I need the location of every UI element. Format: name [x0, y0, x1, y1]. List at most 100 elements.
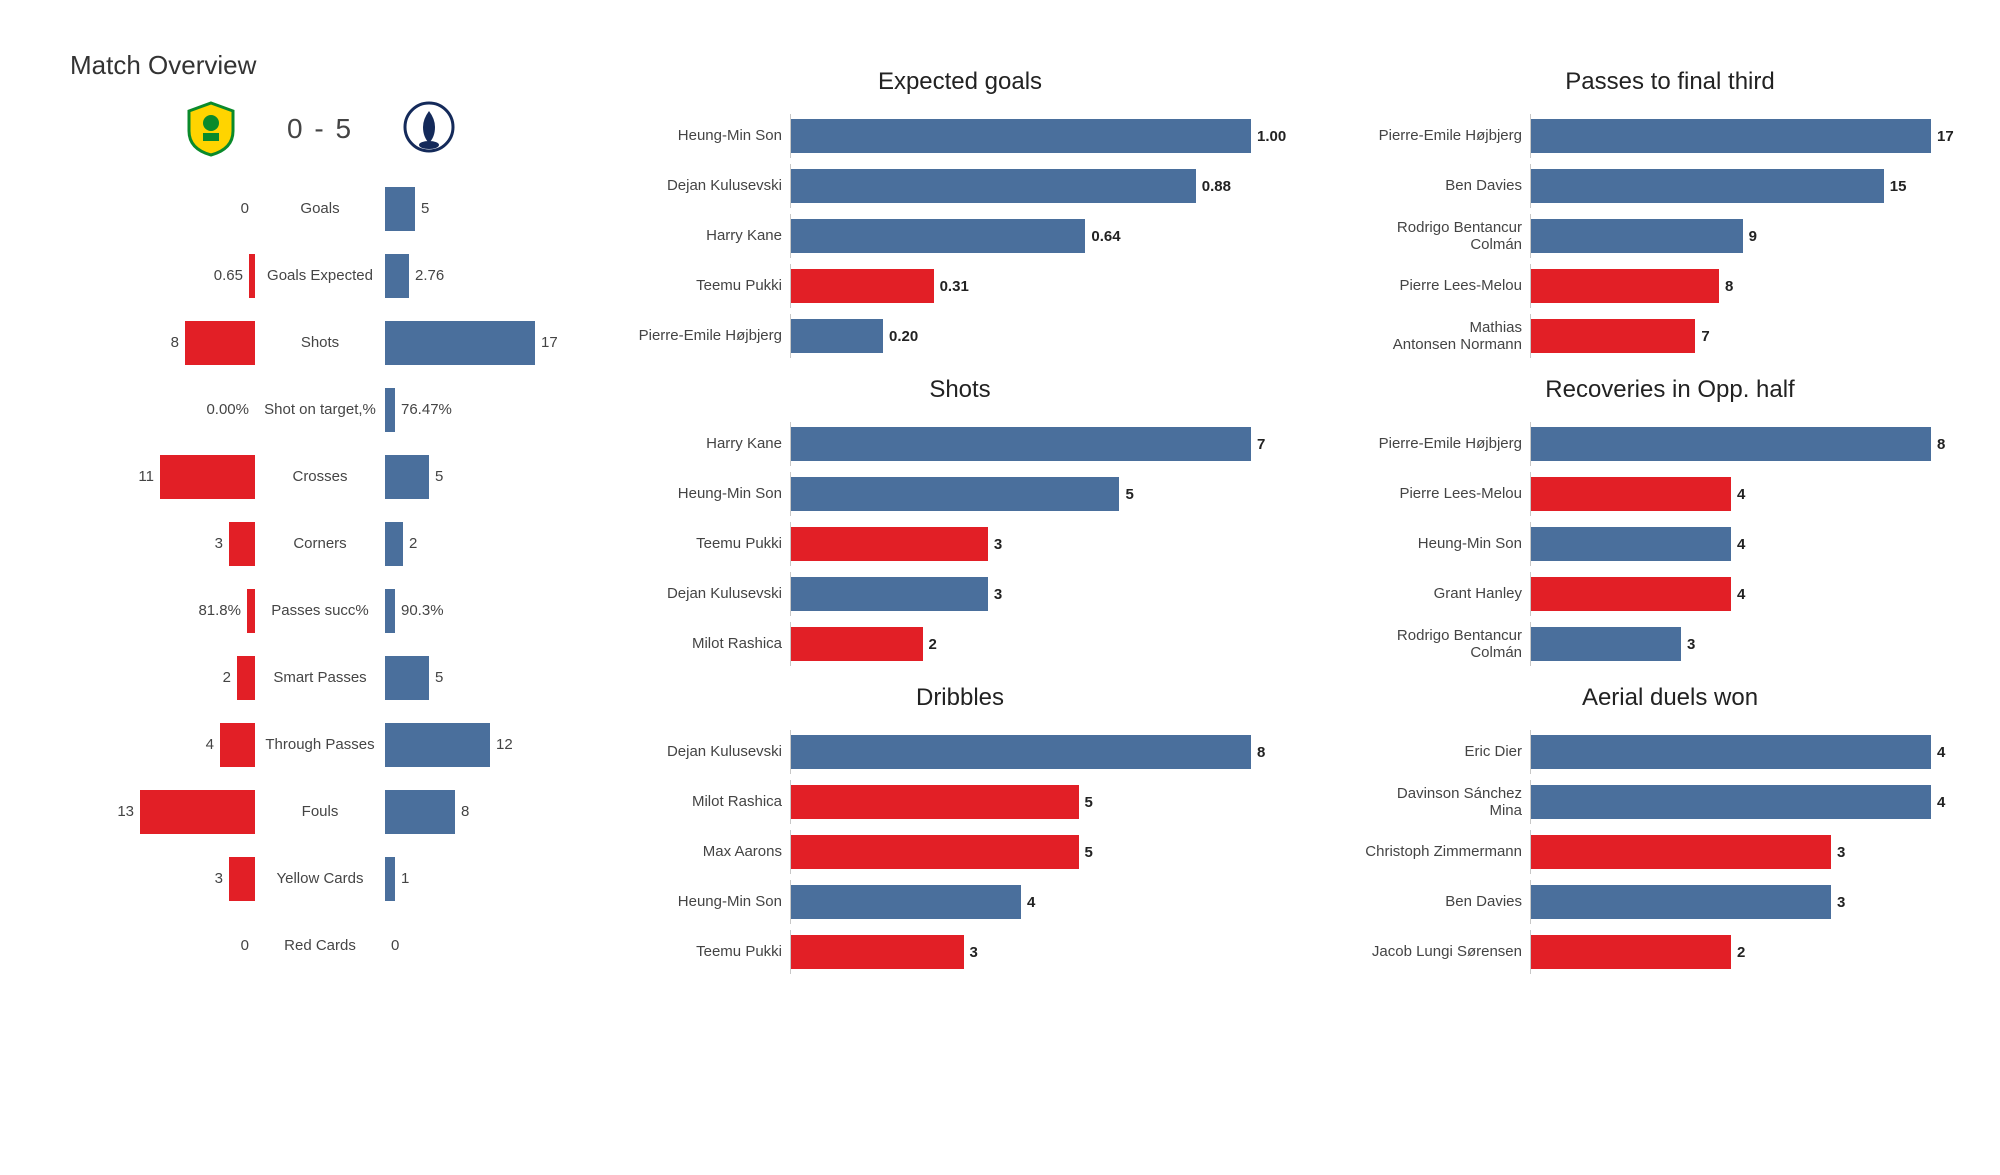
player-bar	[1531, 935, 1731, 969]
panel-title: Passes to final third	[1350, 68, 1990, 96]
home-bar	[229, 522, 255, 566]
home-bar	[247, 589, 255, 633]
overview-row: 0.00%Shot on target,%76.47%	[70, 376, 570, 443]
player-row: Pierre Lees-Melou4	[1350, 472, 1990, 516]
away-value: 5	[415, 200, 435, 217]
player-name: Pierre-Emile Højbjerg	[1350, 127, 1530, 144]
player-value: 0.88	[1196, 178, 1231, 195]
stat-label: Shot on target,%	[255, 401, 385, 419]
player-row: Ben Davies15	[1350, 164, 1990, 208]
player-value: 4	[1731, 536, 1745, 553]
player-value: 3	[964, 944, 978, 961]
player-row: Pierre-Emile Højbjerg8	[1350, 422, 1990, 466]
overview-title: Match Overview	[70, 50, 570, 81]
player-row: Teemu Pukki3	[610, 930, 1310, 974]
home-value: 13	[111, 803, 140, 820]
player-row: Heung-Min Son4	[610, 880, 1310, 924]
stat-panel: Aerial duels wonEric Dier4Davinson Sánch…	[1350, 684, 1990, 980]
home-value: 2	[217, 669, 237, 686]
scoreline: 0 - 5	[70, 101, 570, 157]
player-value: 8	[1251, 744, 1265, 761]
player-name: Max Aarons	[610, 843, 790, 860]
away-bar	[385, 321, 535, 365]
player-bar	[791, 319, 883, 353]
away-value: 5	[429, 468, 449, 485]
player-name: Heung-Min Son	[610, 127, 790, 144]
player-bar	[1531, 219, 1743, 253]
home-bar	[140, 790, 255, 834]
player-bar	[791, 785, 1079, 819]
player-name: Dejan Kulusevski	[610, 585, 790, 602]
away-bar	[385, 455, 429, 499]
player-name: Dejan Kulusevski	[610, 743, 790, 760]
player-name: Jacob Lungi Sørensen	[1350, 943, 1530, 960]
player-value: 5	[1079, 844, 1093, 861]
overview-row: 3Yellow Cards1	[70, 845, 570, 912]
away-bar	[385, 589, 395, 633]
panel-title: Expected goals	[610, 68, 1310, 96]
home-bar	[220, 723, 255, 767]
player-row: Ben Davies3	[1350, 880, 1990, 924]
player-value: 17	[1931, 128, 1954, 145]
player-name: Rodrigo BentancurColmán	[1350, 627, 1530, 662]
player-name: Heung-Min Son	[1350, 535, 1530, 552]
stat-panel: DribblesDejan Kulusevski8Milot Rashica5M…	[610, 684, 1310, 980]
player-name: Dejan Kulusevski	[610, 177, 790, 194]
player-row: Teemu Pukki3	[610, 522, 1310, 566]
away-bar	[385, 857, 395, 901]
player-value: 4	[1931, 794, 1945, 811]
overview-row: 13Fouls8	[70, 778, 570, 845]
player-bar	[1531, 577, 1731, 611]
player-row: Jacob Lungi Sørensen 2	[1350, 930, 1990, 974]
home-value: 81.8%	[192, 602, 247, 619]
match-overview-panel: Match Overview 0 - 5 0Goals50.65Goals Ex…	[70, 50, 570, 1135]
stat-panel: Expected goalsHeung-Min Son1.00Dejan Kul…	[610, 68, 1310, 364]
player-row: Pierre-Emile Højbjerg 17	[1350, 114, 1990, 158]
player-bar	[791, 119, 1251, 153]
home-value: 0.65	[208, 267, 249, 284]
player-bar	[791, 885, 1021, 919]
player-value: 8	[1719, 278, 1733, 295]
player-value: 5	[1079, 794, 1093, 811]
player-name: Heung-Min Son	[610, 485, 790, 502]
player-value: 4	[1731, 486, 1745, 503]
overview-row: 8Shots17	[70, 309, 570, 376]
away-bar	[385, 723, 490, 767]
away-value: 76.47%	[395, 401, 458, 418]
stat-panel: Passes to final third Pierre-Emile Højbje…	[1350, 68, 1990, 364]
player-name: Heung-Min Son	[610, 893, 790, 910]
player-bar	[1531, 627, 1681, 661]
player-bar	[1531, 319, 1695, 353]
away-value: 2	[403, 535, 423, 552]
panel-title: Aerial duels won	[1350, 684, 1990, 712]
player-bar	[1531, 735, 1931, 769]
overview-row: 11Crosses5	[70, 443, 570, 510]
score-text: 0 - 5	[287, 113, 353, 145]
player-value: 3	[988, 586, 1002, 603]
player-value: 2	[1731, 944, 1745, 961]
home-value: 3	[209, 535, 229, 552]
home-badge-icon	[185, 101, 237, 157]
player-row: Teemu Pukki0.31	[610, 264, 1310, 308]
player-name: Christoph Zimmermann	[1350, 843, 1530, 860]
player-row: Pierre Lees-Melou 8	[1350, 264, 1990, 308]
away-bar	[385, 656, 429, 700]
player-name: Mathias Antonsen Normann	[1350, 319, 1530, 354]
home-value: 3	[209, 870, 229, 887]
player-name: Pierre Lees-Melou	[1350, 277, 1530, 294]
home-value: 0	[235, 200, 255, 217]
player-value: 7	[1251, 436, 1265, 453]
player-bar	[791, 169, 1196, 203]
player-row: Mathias Antonsen Normann7	[1350, 314, 1990, 358]
home-bar	[185, 321, 255, 365]
stat-label: Shots	[255, 334, 385, 352]
player-bar	[1531, 885, 1831, 919]
player-row: Max Aarons 5	[610, 830, 1310, 874]
player-bar	[791, 935, 964, 969]
player-row: Rodrigo BentancurColmán9	[1350, 214, 1990, 258]
player-row: Harry Kane7	[610, 422, 1310, 466]
player-row: Dejan Kulusevski 3	[610, 572, 1310, 616]
player-value: 5	[1119, 486, 1133, 503]
player-name: Grant Hanley	[1350, 585, 1530, 602]
player-bar	[1531, 427, 1931, 461]
